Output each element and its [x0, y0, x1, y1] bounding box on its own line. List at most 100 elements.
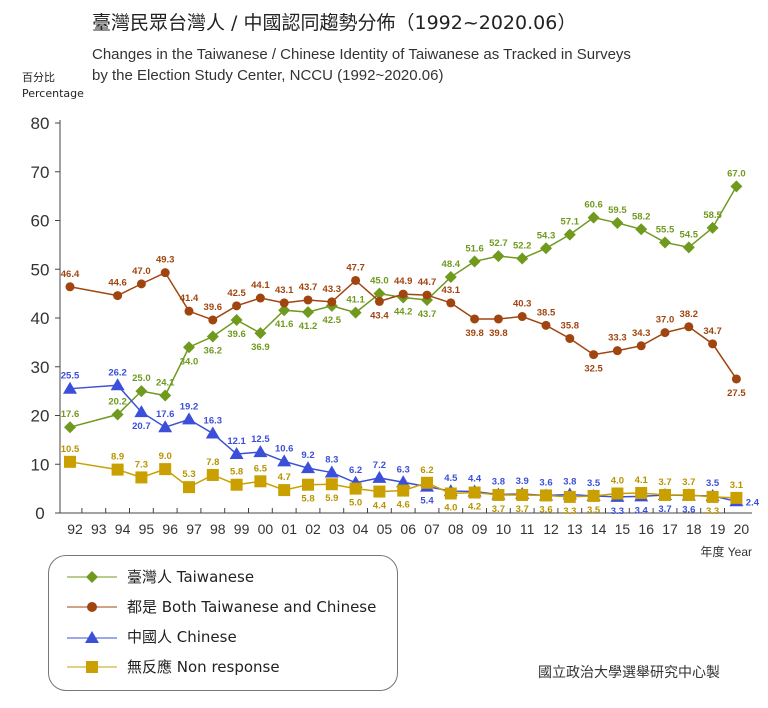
data-label: 3.9: [516, 476, 529, 487]
data-point: [563, 490, 576, 503]
data-point: [279, 298, 289, 308]
x-tick-label: 97: [186, 521, 202, 537]
credit-text: 國立政治大學選舉研究中心製: [538, 665, 720, 681]
x-tick-label: 15: [615, 521, 631, 537]
x-tick-label: 17: [662, 521, 678, 537]
x-tick-label: 12: [543, 521, 559, 537]
x-tick-label: 03: [329, 521, 345, 537]
data-label: 40.3: [513, 299, 532, 310]
data-point: [278, 484, 291, 497]
data-point: [635, 487, 648, 500]
data-label: 51.6: [465, 243, 484, 254]
legend: 臺灣人 Taiwanese 都是 Both Taiwanese and Chin…: [48, 555, 398, 691]
data-label: 3.7: [492, 504, 505, 515]
data-label: 4.4: [468, 474, 482, 485]
data-label: 36.2: [204, 346, 223, 357]
y-axis-label-en: Percentage: [22, 87, 84, 100]
data-label: 5.0: [349, 498, 362, 509]
data-label: 4.7: [278, 472, 291, 483]
data-label: 43.7: [299, 282, 318, 293]
y-tick-label: 80: [31, 114, 50, 133]
data-point: [612, 346, 622, 356]
x-tick-label: 05: [377, 521, 393, 537]
chart-title: 臺灣民眾台灣人 / 中國認同趨勢分佈（1992~2020.06）: [92, 12, 577, 34]
data-label: 4.6: [397, 500, 410, 511]
data-point: [63, 381, 77, 394]
data-label: 42.5: [323, 315, 342, 326]
data-point: [349, 482, 362, 495]
data-label: 9.2: [301, 450, 314, 461]
data-label: 57.1: [561, 217, 580, 228]
data-label: 39.8: [489, 328, 508, 339]
data-label: 38.2: [680, 309, 699, 320]
x-tick-label: 96: [162, 521, 178, 537]
data-label: 44.2: [394, 307, 413, 318]
data-point: [565, 333, 575, 343]
data-point: [302, 478, 314, 491]
x-tick-label: 16: [638, 521, 654, 537]
data-point: [182, 412, 196, 425]
data-point: [541, 320, 551, 330]
data-point: [731, 374, 741, 384]
data-label: 34.7: [703, 326, 722, 337]
data-label: 49.3: [156, 255, 175, 266]
data-label: 3.3: [706, 506, 719, 517]
data-point: [159, 463, 172, 476]
x-tick-label: 95: [139, 521, 155, 537]
data-point: [208, 315, 218, 325]
data-label: 47.0: [132, 266, 151, 277]
data-label: 10.6: [275, 443, 294, 454]
x-tick-label: 18: [686, 521, 702, 537]
legend-label: 中國人 Chinese: [127, 628, 237, 646]
data-label: 7.3: [135, 459, 148, 470]
x-tick-label: 20: [734, 521, 750, 537]
series-line-3: [69, 461, 737, 499]
x-tick-label: 13: [567, 521, 583, 537]
data-label: 35.8: [561, 320, 580, 331]
data-label: 44.9: [394, 276, 413, 287]
data-label: 24.1: [156, 378, 175, 389]
square-marker-icon: [67, 660, 117, 673]
data-point: [64, 421, 76, 434]
data-label: 16.3: [204, 416, 223, 427]
data-label: 6.2: [349, 465, 362, 476]
x-tick-label: 14: [591, 521, 607, 537]
data-label: 45.0: [370, 276, 389, 287]
data-label: 41.1: [346, 295, 365, 306]
x-tick-label: 94: [115, 521, 131, 537]
data-point: [230, 313, 243, 326]
y-tick-label: 10: [31, 455, 50, 474]
data-label: 9.0: [159, 451, 172, 462]
data-point: [136, 279, 146, 289]
data-label: 5.4: [420, 496, 434, 507]
data-point: [64, 455, 76, 468]
data-point: [206, 330, 219, 343]
data-point: [682, 488, 695, 501]
data-label: 5.8: [230, 467, 243, 478]
data-point: [206, 468, 219, 481]
data-label: 26.2: [108, 367, 127, 378]
data-label: 4.1: [635, 475, 649, 486]
data-point: [636, 341, 646, 351]
data-point: [396, 475, 411, 488]
data-label: 43.4: [370, 310, 389, 321]
data-point: [444, 487, 457, 500]
data-point: [255, 293, 265, 303]
subtitle-line-2: by the Election Study Center, NCCU (1992…: [92, 67, 444, 84]
data-label: 38.5: [537, 307, 556, 318]
data-point: [540, 242, 552, 255]
data-label: 54.5: [680, 229, 699, 240]
data-label: 12.5: [251, 434, 270, 445]
data-point: [421, 476, 433, 489]
data-point: [301, 461, 315, 474]
data-point: [659, 236, 671, 249]
data-label: 44.6: [108, 278, 127, 289]
data-point: [111, 408, 124, 421]
data-point: [708, 339, 718, 349]
data-label: 59.5: [608, 205, 627, 216]
data-point: [682, 241, 695, 254]
y-axis-label: 百分比 Percentage: [22, 70, 84, 102]
data-point: [493, 314, 503, 324]
